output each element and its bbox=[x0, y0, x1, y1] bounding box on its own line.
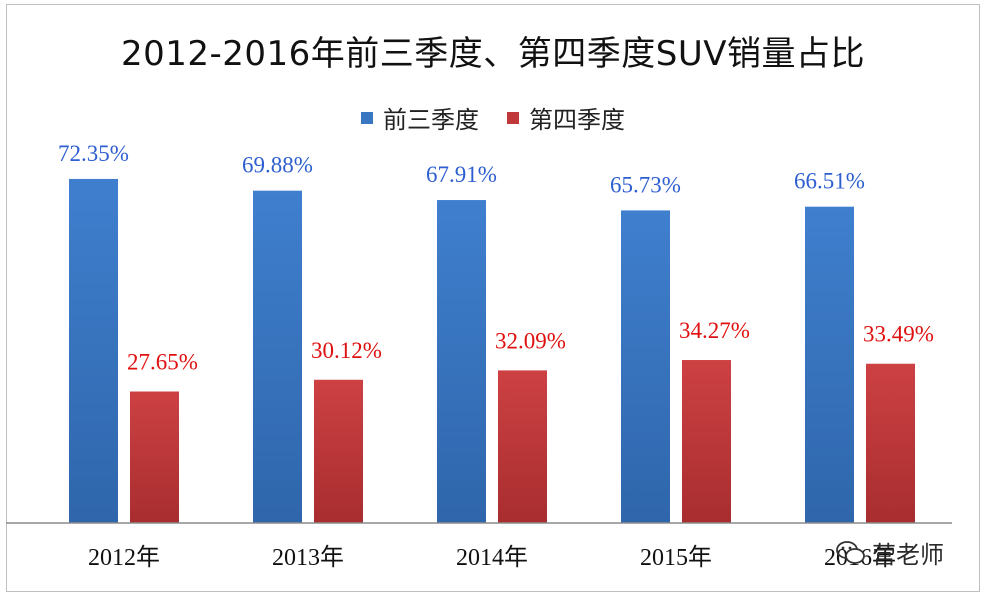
data-label-series-1-2: 69.88% bbox=[242, 153, 313, 178]
x-tick-label-1: 2012年 bbox=[88, 544, 160, 571]
data-label-series-2-5: 33.49% bbox=[863, 322, 934, 347]
legend-label-series-1: 前三季度 bbox=[383, 106, 479, 134]
data-label-series-2-1: 27.65% bbox=[127, 350, 198, 375]
legend-item-series-2: 第四季度 bbox=[507, 100, 625, 135]
data-label-series-2-3: 32.09% bbox=[495, 328, 566, 353]
x-tick-label-2: 2013年 bbox=[272, 544, 344, 571]
chart-title: 2012-2016年前三季度、第四季度SUV销量占比 bbox=[120, 34, 866, 74]
data-label-series-2-4: 34.27% bbox=[679, 318, 750, 343]
data-label-series-2-2: 30.12% bbox=[311, 338, 382, 363]
bar-series-1-1 bbox=[69, 178, 118, 524]
data-label-series-1-4: 65.73% bbox=[610, 172, 681, 197]
bar-series-2-4 bbox=[682, 360, 731, 523]
bar-series-2-3 bbox=[498, 370, 547, 523]
bar-series-2-1 bbox=[130, 391, 179, 523]
x-tick-label-3: 2014年 bbox=[456, 544, 528, 571]
legend-swatch-series-2 bbox=[507, 111, 519, 124]
bar-series-1-2 bbox=[253, 190, 302, 524]
data-label-series-1-3: 67.91% bbox=[426, 162, 497, 187]
bar-series-2-2 bbox=[314, 379, 363, 523]
legend: 前三季度 第四季度 bbox=[0, 100, 986, 135]
bar-series-1-3 bbox=[437, 200, 486, 523]
legend-item-series-1: 前三季度 bbox=[361, 100, 479, 135]
legend-swatch-series-1 bbox=[361, 111, 373, 124]
bar-series-2-5 bbox=[866, 363, 915, 523]
watermark: 营老师 bbox=[836, 535, 944, 570]
data-label-series-1-1: 72.35% bbox=[58, 141, 129, 166]
legend-label-series-2: 第四季度 bbox=[529, 106, 625, 134]
wechat-icon bbox=[836, 540, 866, 566]
x-tick-label-4: 2015年 bbox=[640, 544, 712, 571]
data-label-series-1-5: 66.51% bbox=[794, 169, 865, 194]
bar-series-1-4 bbox=[621, 210, 670, 523]
watermark-text: 营老师 bbox=[872, 541, 944, 569]
bar-series-1-5 bbox=[805, 206, 854, 523]
